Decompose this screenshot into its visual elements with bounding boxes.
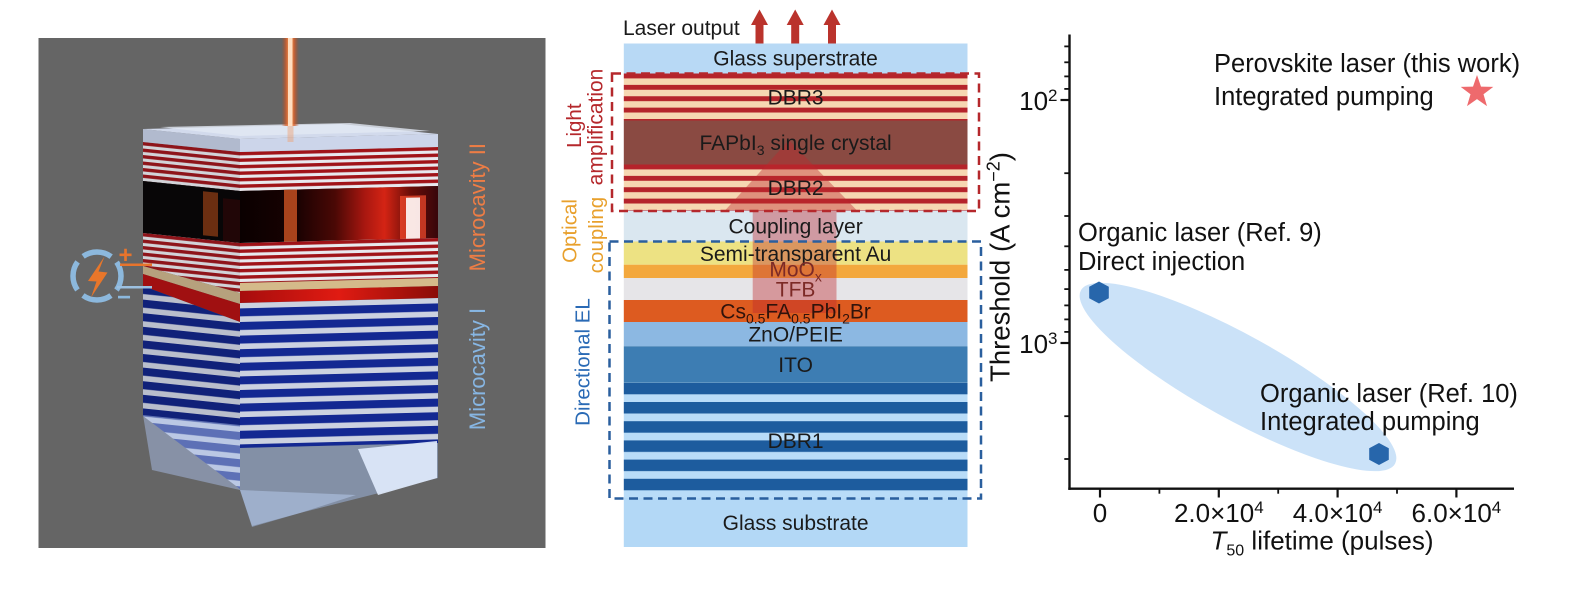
svg-text:4.0×104: 4.0×104 xyxy=(1293,498,1383,528)
svg-text:Microcavity I: Microcavity I xyxy=(465,308,490,430)
svg-text:coupling: coupling xyxy=(585,197,608,273)
svg-text:T50 lifetime (pulses): T50 lifetime (pulses) xyxy=(1211,526,1434,560)
svg-text:103: 103 xyxy=(1019,329,1057,359)
svg-text:amplification: amplification xyxy=(585,69,608,186)
svg-text:Perovskite laser (this work): Perovskite laser (this work) xyxy=(1214,50,1520,78)
svg-text:−: − xyxy=(117,284,131,311)
svg-text:Integrated pumping: Integrated pumping xyxy=(1260,408,1480,436)
svg-text:TFB: TFB xyxy=(776,279,816,302)
svg-text:Glass substrate: Glass substrate xyxy=(723,512,869,535)
svg-text:6.0×104: 6.0×104 xyxy=(1412,498,1502,528)
svg-text:MoOx: MoOx xyxy=(769,259,822,285)
svg-text:Semi-transparent Au: Semi-transparent Au xyxy=(700,243,891,266)
svg-text:Directional EL: Directional EL xyxy=(572,298,595,426)
svg-text:Light: Light xyxy=(563,103,586,148)
svg-text:DBR3: DBR3 xyxy=(768,87,824,110)
svg-text:DBR1: DBR1 xyxy=(768,430,824,453)
svg-text:Optical: Optical xyxy=(559,199,582,263)
svg-text:Integrated pumping: Integrated pumping xyxy=(1214,83,1434,111)
svg-text:102: 102 xyxy=(1019,86,1057,116)
svg-text:0: 0 xyxy=(1093,498,1107,528)
svg-text:Microcavity II: Microcavity II xyxy=(465,143,490,271)
svg-text:FAPbI3 single crystal: FAPbI3 single crystal xyxy=(699,132,891,158)
svg-text:+: + xyxy=(118,242,132,269)
svg-text:2.0×104: 2.0×104 xyxy=(1174,498,1264,528)
svg-text:Laser output: Laser output xyxy=(623,17,740,40)
svg-text:ZnO/PEIE: ZnO/PEIE xyxy=(748,324,843,347)
svg-text:Glass superstrate: Glass superstrate xyxy=(713,47,878,70)
svg-text:Organic laser (Ref. 9): Organic laser (Ref. 9) xyxy=(1078,219,1322,247)
svg-text:Organic laser (Ref. 10): Organic laser (Ref. 10) xyxy=(1260,380,1518,408)
svg-text:Threshold (A cm−2): Threshold (A cm−2) xyxy=(984,152,1016,382)
svg-text:Direct injection: Direct injection xyxy=(1078,248,1245,276)
svg-text:Coupling layer: Coupling layer xyxy=(728,216,862,239)
svg-text:DBR2: DBR2 xyxy=(768,177,824,200)
svg-text:ITO: ITO xyxy=(778,354,813,377)
